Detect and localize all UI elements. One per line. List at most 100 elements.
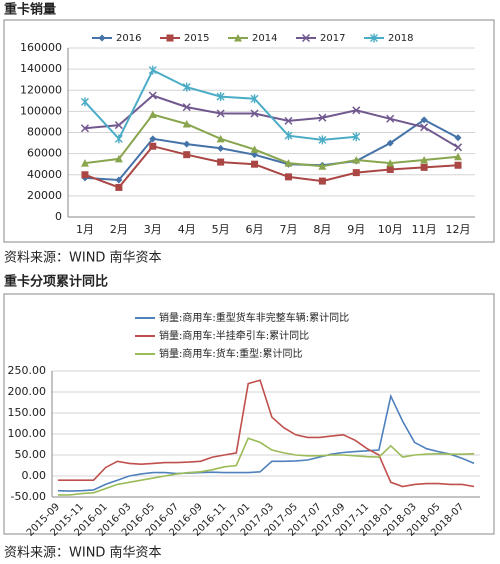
marker: [318, 177, 326, 185]
y-tick-label: 60000: [27, 147, 62, 160]
x-tick-label: 9月: [347, 223, 365, 236]
legend-label: 销量:商用车:重型货车非完整车辆:累计同比: [159, 311, 349, 324]
x-tick-label: 7月: [279, 223, 297, 236]
x-tick-label: 10月: [378, 223, 403, 236]
y-tick-label: 200.00: [8, 385, 47, 398]
x-tick-label: 3月: [144, 223, 162, 236]
marker: [183, 151, 191, 159]
x-tick-label: 1月: [76, 223, 94, 236]
marker: [148, 91, 157, 100]
marker: [250, 145, 259, 153]
marker: [352, 155, 361, 164]
marker: [250, 94, 259, 104]
legend-label: 2015: [184, 33, 209, 44]
series-line: [84, 145, 459, 189]
y-tick-label: 50.00: [15, 448, 47, 461]
marker: [80, 124, 89, 133]
y-tick-label: 100.00: [8, 427, 47, 440]
marker: [454, 152, 463, 161]
marker: [81, 171, 89, 179]
x-tick-label: 11月: [412, 223, 437, 236]
series-line: [84, 118, 459, 182]
y-tick-label: 120000: [20, 83, 62, 96]
source: 资料来源：WIND 南华资本: [4, 250, 162, 266]
y-tick-label: 160000: [20, 41, 62, 54]
marker: [182, 82, 191, 92]
x-tick-label: 6月: [246, 223, 264, 236]
chart-title: 重卡销量: [4, 2, 56, 18]
marker: [284, 173, 292, 181]
marker: [114, 121, 123, 130]
marker: [454, 143, 463, 152]
marker: [216, 109, 225, 118]
marker: [251, 160, 259, 168]
marker: [217, 144, 225, 152]
marker: [234, 34, 242, 42]
source: 资料来源：WIND 南华资本: [4, 545, 162, 561]
series-line: [84, 113, 459, 168]
series-line: [57, 393, 475, 492]
marker: [115, 183, 123, 191]
y-tick-label: 150.00: [8, 406, 47, 419]
legend-label: 2017: [320, 33, 345, 44]
marker: [420, 163, 428, 171]
marker: [149, 142, 157, 150]
marker: [386, 165, 394, 173]
marker: [114, 134, 123, 144]
x-tick-label: 12月: [446, 223, 471, 236]
marker: [454, 134, 462, 142]
y-tick-label: 250.00: [8, 364, 47, 377]
marker: [114, 154, 123, 163]
marker: [318, 135, 327, 145]
marker: [386, 114, 395, 123]
y-tick-label: 0: [55, 210, 62, 223]
marker: [98, 34, 106, 42]
legend-label: 销量:商用车:货车:重型:累计同比: [159, 347, 302, 360]
marker: [148, 110, 157, 119]
marker: [182, 120, 191, 128]
legend-label: 2018: [388, 33, 413, 44]
marker: [352, 132, 361, 142]
y-tick-label: 40000: [27, 168, 62, 181]
y-tick-label: 0.00: [22, 469, 47, 482]
series-line: [84, 68, 357, 141]
marker: [216, 92, 225, 102]
marker: [352, 106, 361, 115]
marker: [352, 169, 360, 177]
y-tick-label: 20000: [27, 189, 62, 202]
series-line: [84, 94, 459, 149]
y-tick-label: 140000: [20, 62, 62, 75]
marker: [80, 159, 89, 167]
marker: [284, 131, 293, 141]
marker: [216, 134, 225, 143]
x-tick-label: 4月: [178, 223, 196, 236]
marker: [284, 159, 293, 167]
x-tick-label: 8月: [313, 223, 331, 236]
marker: [149, 135, 157, 143]
marker: [386, 159, 395, 167]
chart-frame: [3, 19, 495, 243]
series-line: [57, 379, 475, 488]
marker: [420, 155, 429, 164]
marker: [370, 33, 378, 43]
marker: [284, 116, 293, 125]
marker: [420, 116, 428, 124]
marker: [115, 176, 123, 184]
marker: [251, 151, 259, 159]
series-line: [57, 437, 475, 496]
marker: [420, 123, 429, 132]
marker: [454, 161, 462, 169]
marker: [148, 65, 157, 75]
marker: [386, 139, 394, 147]
chart-title: 重卡分项累计同比: [4, 274, 108, 290]
y-tick-label: 100000: [20, 104, 62, 117]
legend-label: 2016: [116, 33, 141, 44]
marker: [166, 34, 174, 42]
x-tick-label: 2月: [110, 223, 128, 236]
y-tick-label: -50.00: [11, 490, 46, 503]
legend-label: 销量:商用车:半挂牵引车:累计同比: [159, 329, 309, 342]
y-tick-label: 80000: [27, 126, 62, 139]
x-tick-label: 5月: [212, 223, 230, 236]
marker: [318, 162, 327, 170]
